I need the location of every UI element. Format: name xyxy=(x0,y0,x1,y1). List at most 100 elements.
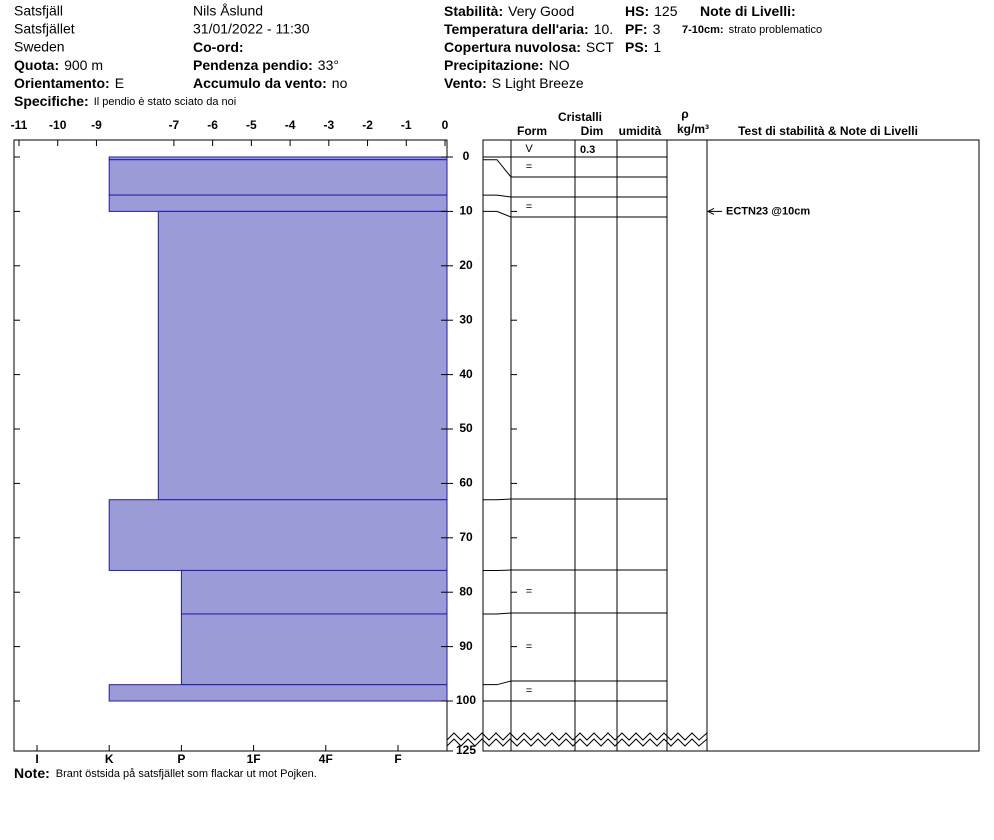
y-tick-label: 70 xyxy=(459,530,473,544)
hardness-label: F xyxy=(394,752,401,766)
field-label: Precipitazione: xyxy=(444,57,544,73)
x-tick-label: -4 xyxy=(285,118,296,132)
field-value: S Light Breeze xyxy=(492,75,584,91)
connector xyxy=(483,159,512,178)
field: PS: 1 xyxy=(625,39,661,55)
field: Quota: 900 m xyxy=(14,57,103,73)
column-header: Dim xyxy=(581,124,604,138)
y-tick-label: 40 xyxy=(459,367,473,381)
field-value: no xyxy=(332,75,348,91)
connector xyxy=(483,210,512,218)
column-header: Cristalli xyxy=(558,110,602,124)
column-header: ρ xyxy=(681,107,688,121)
y-tick-label: 20 xyxy=(459,258,473,272)
field-value: Very Good xyxy=(508,3,574,19)
y-tick-label: 30 xyxy=(459,312,473,326)
field-value: SCT xyxy=(586,39,614,55)
layer-form: = xyxy=(526,641,532,653)
layer xyxy=(108,194,448,212)
field: Note di Livelli: xyxy=(700,3,796,19)
x-tick-label: -11 xyxy=(11,118,28,132)
hardness-label: I xyxy=(35,752,38,766)
column-header: Form xyxy=(517,124,547,138)
hardness-label: 1F xyxy=(247,752,261,766)
field-label: Stabilità: xyxy=(444,3,503,19)
axis-break xyxy=(446,732,708,741)
field-value: 900 m xyxy=(64,57,103,73)
layer xyxy=(180,613,448,686)
x-tick-label: 0 xyxy=(442,118,449,132)
field: Temperatura dell'aria: 10. xyxy=(444,21,613,37)
y-tick-label: 100 xyxy=(456,693,476,707)
x-tick-label: -10 xyxy=(49,118,67,132)
layer xyxy=(108,499,448,571)
field-label: Co-ord: xyxy=(193,39,244,55)
arrow-head xyxy=(706,207,715,215)
layer-form: = xyxy=(526,161,532,173)
layer xyxy=(108,684,448,702)
field: Copertura nuvolosa: SCT xyxy=(444,39,614,55)
table-frame xyxy=(482,139,980,752)
column-header: umidità xyxy=(619,124,662,138)
y-tick-label: 60 xyxy=(459,476,473,490)
layer-form: = xyxy=(526,201,532,213)
field: PF: 3 xyxy=(625,21,661,37)
field-label: Pendenza pendio: xyxy=(193,57,313,73)
column-header: Test di stabilità & Note di Livelli xyxy=(738,124,918,138)
y-tick-label: 80 xyxy=(459,584,473,598)
field-label: PF: xyxy=(625,21,648,37)
connector xyxy=(483,612,512,615)
note-text: Brant östsida på satsfjället som flackar… xyxy=(56,768,317,780)
x-tick-label: -7 xyxy=(169,118,180,132)
layer-form: = xyxy=(526,585,532,597)
location: Satsfjäll xyxy=(14,3,63,19)
layer-form: = xyxy=(526,685,532,697)
note: Note: Brant östsida på satsfjället som fl… xyxy=(14,765,317,781)
field-value: 1 xyxy=(653,39,661,55)
axis-break xyxy=(446,738,708,747)
field-label: PS: xyxy=(625,39,648,55)
field-value: 3 xyxy=(653,21,661,37)
x-tick-label: -6 xyxy=(207,118,218,132)
field: Orientamento: E xyxy=(14,75,124,91)
x-tick-label: -9 xyxy=(91,118,102,132)
layer xyxy=(157,210,448,501)
hardness-label: 4F xyxy=(319,752,333,766)
note-label: Note: xyxy=(14,765,50,781)
y-tick-label: 125 xyxy=(456,743,476,757)
field-label: HS: xyxy=(625,3,649,19)
field: Vento: S Light Breeze xyxy=(444,75,584,91)
field: HS: 125 xyxy=(625,3,678,19)
y-tick-label: 50 xyxy=(459,421,473,435)
connector xyxy=(483,194,512,198)
field-value: strato problematico xyxy=(729,24,823,36)
y-tick-label: 0 xyxy=(463,149,470,163)
area: Satsfjället xyxy=(14,21,75,37)
field-value: NO xyxy=(549,57,570,73)
hardness-label: K xyxy=(105,752,114,766)
y-tick-label: 90 xyxy=(459,639,473,653)
observer: Nils Åslund xyxy=(193,3,263,19)
x-tick-label: -2 xyxy=(362,118,373,132)
field-label: Accumulo da vento: xyxy=(193,75,327,91)
field-value: 125 xyxy=(654,3,678,19)
field-label: Copertura nuvolosa: xyxy=(444,39,581,55)
surface-form: V xyxy=(525,143,533,155)
field: Precipitazione: NO xyxy=(444,57,570,73)
field-label: Orientamento: xyxy=(14,75,110,91)
field: Co-ord: xyxy=(193,39,244,55)
x-tick-label: -3 xyxy=(323,118,334,132)
field-label: Specifiche: xyxy=(14,93,89,109)
column-header: kg/m³ xyxy=(677,122,709,136)
layer xyxy=(108,159,448,196)
connector xyxy=(483,498,512,501)
field-value: 10. xyxy=(594,21,613,37)
hardness-label: P xyxy=(177,752,185,766)
y-tick-label: 10 xyxy=(459,204,473,218)
field-label: Note di Livelli: xyxy=(700,3,796,19)
test-label: ECTN23 @10cm xyxy=(726,205,810,217)
field: Specifiche: Il pendio è stato sciato da n… xyxy=(14,93,236,109)
field: Stabilità: Very Good xyxy=(444,3,574,19)
